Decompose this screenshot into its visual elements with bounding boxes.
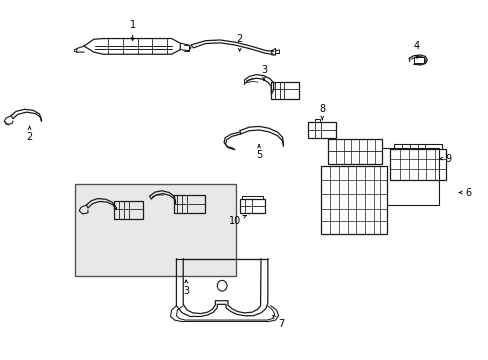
Bar bbox=[114, 202, 143, 219]
Text: 2: 2 bbox=[26, 126, 33, 142]
Text: 7: 7 bbox=[272, 315, 284, 329]
Text: 8: 8 bbox=[319, 104, 325, 120]
Bar bbox=[413, 57, 424, 63]
Text: 10: 10 bbox=[228, 215, 246, 226]
Bar bbox=[270, 82, 298, 99]
Text: 1: 1 bbox=[129, 19, 136, 40]
Bar bbox=[389, 149, 446, 180]
Text: 5: 5 bbox=[255, 144, 262, 160]
Text: 6: 6 bbox=[458, 188, 470, 198]
Bar bbox=[173, 195, 204, 213]
Bar bbox=[75, 184, 235, 276]
Text: 4: 4 bbox=[413, 41, 419, 58]
Text: 3: 3 bbox=[183, 280, 189, 296]
Text: 2: 2 bbox=[236, 34, 242, 51]
Bar bbox=[321, 166, 386, 234]
Bar bbox=[327, 139, 381, 163]
Text: 3: 3 bbox=[261, 65, 266, 81]
Text: 9: 9 bbox=[439, 154, 451, 163]
Bar bbox=[239, 199, 264, 213]
Bar bbox=[307, 122, 335, 138]
